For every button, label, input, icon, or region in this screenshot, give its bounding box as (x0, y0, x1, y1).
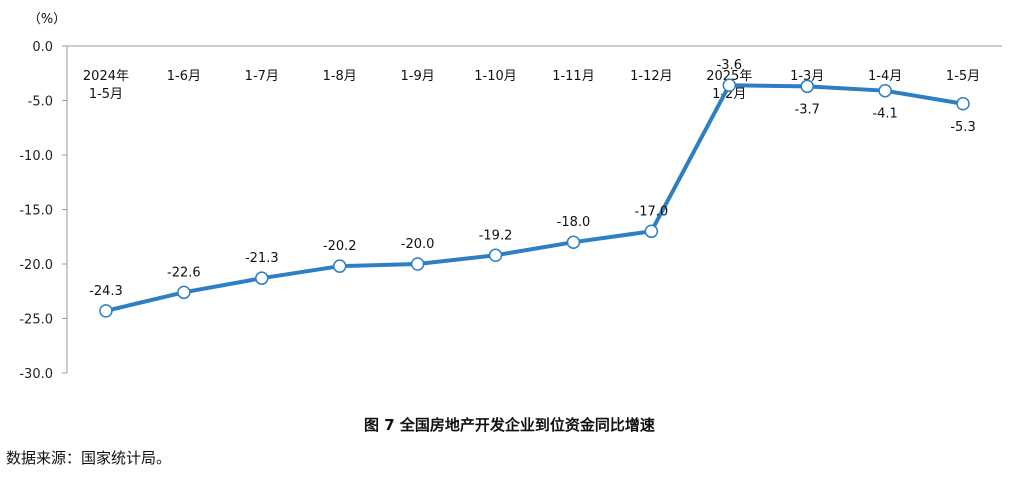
y-tick-label: -15.0 (19, 204, 53, 219)
y-tick-label: -5.0 (28, 95, 53, 110)
data-label: -4.1 (872, 107, 897, 122)
data-labels: -24.3 -22.6 -21.3 -20.2 -20.0 -19.2 -18.0 -17.0… (89, 58, 976, 299)
x-category-label: 1-8月 (323, 69, 357, 84)
series-line (103, 83, 966, 313)
y-tick-label: 0.0 (32, 40, 53, 55)
data-point (255, 271, 269, 285)
data-label: -3.7 (795, 102, 820, 117)
x-category-label: 1-11月 (552, 69, 595, 84)
data-point (800, 79, 814, 94)
x-category-labels: 2024年 1-5月 1-6月 1-7月 1-8月 1-9月 1-10月 1-11月 1-12月… (83, 69, 980, 102)
x-category-label: 1-10月 (474, 69, 517, 84)
data-label: -24.3 (89, 284, 123, 299)
data-points (99, 78, 970, 318)
data-label: -19.2 (479, 228, 513, 243)
x-category-label: 2025年 (706, 69, 752, 84)
data-point (177, 285, 191, 300)
data-point (566, 235, 581, 249)
y-axis-ticks: 0.0 -5.0 -10.0 -15.0 -20.0 -25.0 -30.0 (19, 40, 67, 382)
data-label: -17.0 (635, 204, 669, 219)
x-category-label: 1-12月 (630, 69, 673, 84)
x-category-label: 2024年 (83, 69, 129, 84)
data-label: -20.0 (401, 237, 435, 252)
x-category-label: 1-6月 (167, 69, 201, 84)
source-note: 数据来源：国家统计局。 (6, 449, 172, 467)
y-unit-label: （%） (28, 12, 66, 27)
data-point (878, 83, 892, 98)
data-point (644, 224, 659, 239)
data-label: -5.3 (950, 120, 975, 135)
data-label: -3.6 (717, 58, 742, 73)
data-point (332, 259, 347, 273)
data-point (410, 257, 425, 271)
data-label: -22.6 (167, 265, 201, 280)
x-category-label: 1-3月 (790, 69, 824, 84)
y-tick-label: -30.0 (19, 367, 53, 382)
y-tick-label: -20.0 (19, 258, 53, 273)
chart-caption: 图 7 全国房地产开发企业到位资金同比增速 (364, 416, 655, 434)
data-label: -20.2 (323, 239, 357, 254)
data-point (99, 304, 113, 318)
data-point (956, 97, 970, 111)
data-point (722, 78, 737, 92)
data-point (488, 248, 503, 263)
x-category-label: 1-4月 (868, 69, 902, 84)
x-category-label: 1-7月 (245, 69, 279, 84)
x-category-label: 1-5月 (89, 87, 123, 102)
x-category-label: 1-5月 (946, 69, 980, 84)
data-label: -18.0 (557, 215, 591, 230)
y-tick-label: -25.0 (19, 313, 53, 328)
y-tick-label: -10.0 (19, 149, 53, 164)
x-category-label: 1-9月 (401, 69, 435, 84)
data-label: -21.3 (245, 251, 279, 266)
line-chart: （%） 0.0 -5.0 -10.0 -15.0 -20.0 -25.0 -30.0 202… (19, 12, 1002, 382)
